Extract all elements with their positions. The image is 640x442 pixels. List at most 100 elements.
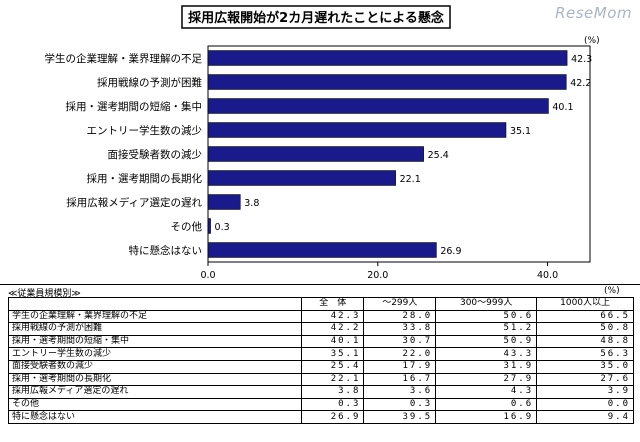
category-label: 採用広報メディア選定の遅れ — [66, 196, 202, 209]
data-label: 22.1 — [400, 174, 421, 185]
table-cell-value: 50.6 — [435, 309, 538, 324]
chart-title-box — [181, 5, 451, 29]
table-header-corner — [8, 297, 302, 311]
chart-panel: 採用広報開始が2カ月遅れたことによる懸念学生の企業理解・業界理解の不足 42.3 採… — [44, 4, 632, 281]
table-cell-value: 17.9 — [363, 359, 437, 374]
table-cell-value: 27.6 — [536, 372, 634, 387]
table-cell-value: 30.7 — [363, 334, 437, 349]
data-table-panel: ≪従業員規模別≫ (%) 全 体 ～299人 300～999人 1000人以上 … — [0, 284, 640, 442]
table-cell-value: 43.3 — [435, 347, 538, 361]
category-label: 特に懸念はない — [129, 244, 203, 257]
data-label: 0.3 — [215, 222, 230, 233]
table-header-cell: 300～999人 — [435, 297, 538, 311]
data-label: 26.9 — [440, 246, 461, 257]
category-label: その他 — [171, 220, 203, 233]
table-cell-value: 28.0 — [363, 309, 437, 324]
table-cell-value: 42.3 — [300, 309, 365, 324]
table-row-label: 面接受験者数の減少 — [8, 359, 302, 374]
table-cell-value: 33.8 — [363, 322, 437, 336]
chart-title: 採用広報開始が2カ月遅れたことによる懸念 — [188, 10, 444, 26]
category-label: 学生の企業理解・業界理解の不足 — [45, 52, 203, 65]
bar — [207, 194, 241, 210]
bar — [207, 146, 424, 162]
chart-unit-label: (%) — [584, 36, 600, 46]
table-cell-value: 27.9 — [435, 372, 538, 387]
table-row: その他 0.3 0.3 0.6 0.0 — [8, 397, 634, 412]
table-cell-value: 0.3 — [363, 397, 437, 412]
table-header-cell: 1000人以上 — [536, 297, 634, 311]
category-label: 面接受験者数の減少 — [108, 148, 203, 161]
table-unit-label: (%) — [604, 286, 620, 296]
data-label: 25.4 — [428, 150, 449, 161]
table-cell-value: 22.0 — [363, 347, 437, 361]
table-cell-value: 4.3 — [435, 385, 538, 399]
x-tick-label: 0.0 — [200, 270, 215, 281]
table-cell-value: 35.1 — [300, 347, 365, 361]
x-tick-label: 20.0 — [367, 270, 388, 281]
data-label: 42.2 — [570, 78, 591, 89]
table-cell-value: 51.2 — [435, 322, 538, 336]
table-row-label: 採用・選考期間の長期化 — [8, 372, 302, 387]
table-cell-value: 50.8 — [536, 322, 634, 336]
category-label: 採用・選考期間の短縮・集中 — [66, 100, 203, 113]
data-label: 35.1 — [510, 126, 531, 137]
table-cell-value: 48.8 — [536, 334, 634, 349]
data-label: 40.1 — [552, 102, 573, 113]
table-row: 特に懸念はない 26.9 39.5 16.9 9.4 — [8, 410, 634, 424]
table-caption: ≪従業員規模別≫ — [8, 289, 81, 299]
bar — [207, 170, 396, 186]
bar — [207, 122, 507, 138]
table-row: 採用・選考期間の短縮・集中 40.1 30.7 50.9 48.8 — [8, 334, 634, 349]
table-header-cell: 全 体 — [300, 297, 365, 311]
table-row-label: 特に懸念はない — [8, 410, 302, 424]
table-cell-value: 31.9 — [435, 359, 538, 374]
table-row: 採用広報メディア選定の遅れ 3.8 3.6 4.3 3.9 — [8, 385, 634, 399]
bar — [207, 218, 211, 234]
table-cell-value: 3.6 — [363, 385, 437, 399]
table-cell-value: 66.5 — [536, 309, 634, 324]
table-cell-value: 16.7 — [363, 372, 437, 387]
table-cell-value: 0.6 — [435, 397, 538, 412]
category-label: 採用・選考期間の長期化 — [87, 172, 203, 185]
table-row-label: 採用戦線の予測が困難 — [8, 322, 302, 336]
bar — [207, 242, 437, 258]
table-row-label: 学生の企業理解・業界理解の不足 — [8, 309, 302, 324]
table-cell-value: 25.4 — [300, 359, 365, 374]
table-row: 採用戦線の予測が困難 42.2 33.8 51.2 50.8 — [8, 322, 634, 336]
table-header-row: 全 体 ～299人 300～999人 1000人以上 — [8, 297, 634, 311]
table-cell-value: 35.0 — [536, 359, 634, 374]
table-cell-value: 39.5 — [363, 410, 437, 424]
watermark-logo: ReseMom — [555, 4, 632, 22]
table-cell-value: 3.9 — [536, 385, 634, 399]
bar — [207, 74, 567, 90]
table-cell-value: 22.1 — [300, 372, 365, 387]
data-label: 3.8 — [244, 198, 259, 209]
table-cell-value: 56.3 — [536, 347, 634, 361]
table-cell-value: 9.4 — [536, 410, 634, 424]
table-row: 面接受験者数の減少 25.4 17.9 31.9 35.0 — [8, 359, 634, 374]
table-cell-value: 40.1 — [300, 334, 365, 349]
table-row: 採用・選考期間の長期化 22.1 16.7 27.9 27.6 — [8, 372, 634, 387]
bar — [207, 50, 568, 66]
table-cell-value: 0.3 — [300, 397, 365, 412]
table-cell-value: 16.9 — [435, 410, 538, 424]
category-label: 採用戦線の予測が困難 — [97, 76, 202, 89]
table-row-label: その他 — [8, 397, 302, 412]
category-label: エントリー学生数の減少 — [87, 124, 203, 137]
bar — [207, 98, 549, 114]
table-row-label: 採用・選考期間の短縮・集中 — [8, 334, 302, 349]
table-row-label: エントリー学生数の減少 — [8, 347, 302, 361]
table-cell-value: 0.0 — [536, 397, 634, 412]
data-table: 全 体 ～299人 300～999人 1000人以上 学生の企業理解・業界理解の… — [8, 297, 634, 424]
table-cell-value: 3.8 — [300, 385, 365, 399]
table-cell-value: 26.9 — [300, 410, 365, 424]
table-cell-value: 42.2 — [300, 322, 365, 336]
table-row-label: 採用広報メディア選定の遅れ — [8, 385, 302, 399]
table-row: 学生の企業理解・業界理解の不足 42.3 28.0 50.6 66.5 — [8, 309, 634, 324]
data-label: 42.3 — [571, 54, 592, 65]
x-tick-label: 40.0 — [537, 270, 558, 281]
table-cell-value: 50.9 — [435, 334, 538, 349]
table-row: エントリー学生数の減少 35.1 22.0 43.3 56.3 — [8, 347, 634, 361]
table-header-cell: ～299人 — [363, 297, 437, 311]
